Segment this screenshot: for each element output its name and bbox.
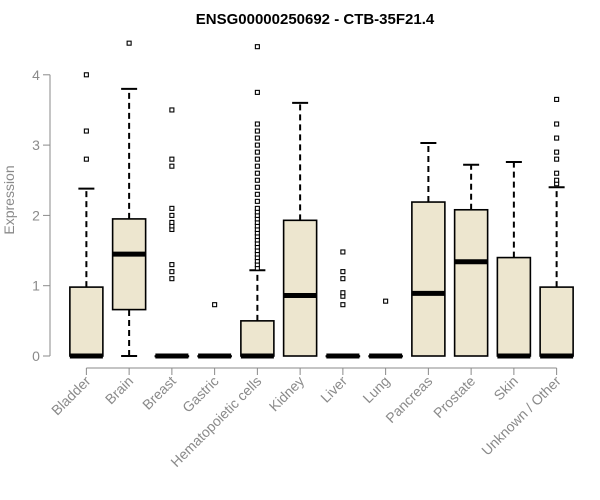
box-body <box>411 201 446 357</box>
outlier-point <box>169 219 175 225</box>
box-group <box>240 44 275 359</box>
outlier-point <box>554 156 560 162</box>
x-tick-label: Brain <box>102 373 136 407</box>
box-group <box>539 96 574 359</box>
box-group <box>325 249 361 359</box>
x-tick-label: Breast <box>139 373 179 413</box>
outlier-point <box>554 177 560 183</box>
boxes <box>69 40 574 359</box>
outlier-point <box>554 135 560 141</box>
outlier-point <box>254 184 260 190</box>
outlier-point <box>169 269 175 275</box>
y-tick-label: 4 <box>32 67 40 83</box>
x-tick-label: Gastric <box>179 373 222 416</box>
outlier-point <box>554 96 560 102</box>
outlier-point <box>83 156 89 162</box>
outlier-point <box>340 276 346 282</box>
outlier-point <box>554 121 560 127</box>
box-group <box>496 160 532 359</box>
x-tick-label: Lung <box>359 373 392 406</box>
box-group <box>453 163 489 357</box>
outlier-point <box>340 249 346 255</box>
outlier-point <box>254 198 260 204</box>
y-tick-label: 3 <box>32 137 40 153</box>
outlier-point <box>254 44 260 50</box>
outlier-point <box>169 276 175 282</box>
outlier-point <box>254 156 260 162</box>
box-group <box>111 40 147 357</box>
x-tick-label: Kidney <box>266 373 308 415</box>
outlier-point <box>254 163 260 169</box>
outlier-point <box>254 142 260 148</box>
outlier-point <box>212 302 218 308</box>
outlier-point <box>254 170 260 176</box>
y-tick-label: 0 <box>32 348 40 364</box>
x-tick-label: Liver <box>317 373 350 406</box>
box-body <box>69 286 104 357</box>
outlier-point <box>126 40 132 46</box>
outlier-point <box>169 212 175 218</box>
x-tick-label: Bladder <box>48 373 94 419</box>
x-tick-label: Pancreas <box>382 373 435 426</box>
outlier-point <box>254 205 260 211</box>
outlier-point <box>554 170 560 176</box>
box-group <box>197 302 232 359</box>
outlier-point <box>169 163 175 169</box>
box-group <box>282 101 318 357</box>
outlier-point <box>340 269 346 275</box>
y-axis: 0 1 2 3 4 <box>32 67 51 364</box>
outlier-point <box>254 89 260 95</box>
x-tick-label: Skin <box>490 373 521 404</box>
box-group <box>368 298 403 359</box>
outlier-point <box>254 191 260 197</box>
box-body <box>282 219 318 357</box>
outlier-point <box>254 121 260 127</box>
y-axis-label: Expression <box>1 165 17 234</box>
box-group <box>411 141 446 357</box>
x-tick-label: Unknown / Other <box>478 373 564 459</box>
box-body <box>453 208 489 357</box>
outlier-point <box>83 72 89 78</box>
chart-title: ENSG00000250692 - CTB-35F21.4 <box>196 11 435 28</box>
y-tick-label: 2 <box>32 207 40 223</box>
outlier-point <box>340 290 346 296</box>
box-group <box>69 72 104 359</box>
outlier-point <box>554 149 560 155</box>
box-body <box>111 218 147 311</box>
box-body <box>240 320 275 357</box>
outlier-point <box>254 128 260 134</box>
box-body <box>496 256 532 357</box>
outlier-point <box>169 156 175 162</box>
box-body <box>539 286 574 357</box>
outlier-point <box>169 107 175 113</box>
outlier-point <box>254 135 260 141</box>
outlier-point <box>383 298 389 304</box>
outlier-point <box>169 205 175 211</box>
box-group <box>154 107 190 359</box>
x-tick-label: Prostate <box>430 373 478 421</box>
outlier-point <box>254 149 260 155</box>
outlier-point <box>340 302 346 308</box>
outlier-point <box>254 177 260 183</box>
y-tick-label: 1 <box>32 278 40 294</box>
outlier-point <box>169 262 175 268</box>
outlier-point <box>83 128 89 134</box>
